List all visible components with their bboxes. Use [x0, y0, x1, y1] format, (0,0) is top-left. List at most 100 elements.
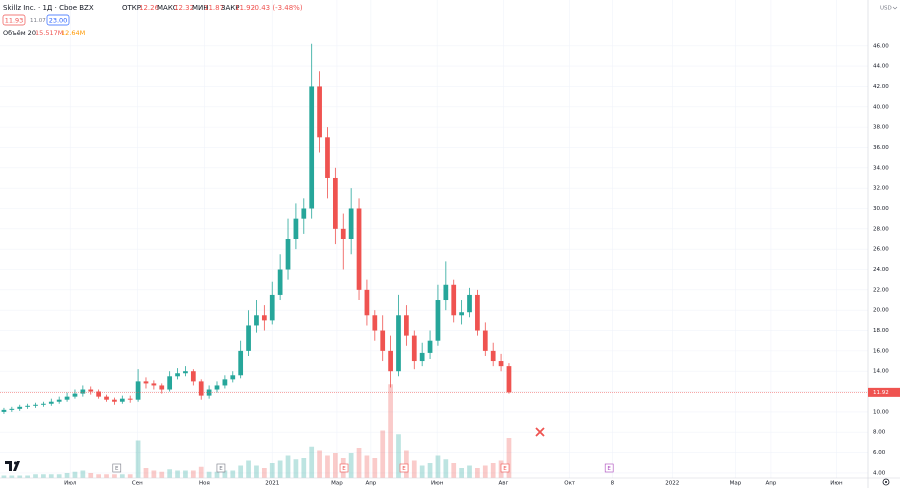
volume-bar: [277, 460, 283, 478]
bid-box[interactable]: [2, 14, 26, 26]
volume-bar: [17, 475, 23, 478]
y-tick-label: 6.00: [873, 450, 886, 456]
volume-bar: [135, 440, 141, 478]
candle-body: [435, 300, 441, 341]
volume-bar: [41, 474, 46, 478]
volume-bar: [151, 470, 157, 478]
event-marker[interactable]: [604, 463, 614, 473]
x-tick-label: 2021: [265, 481, 279, 487]
volume-bar: [159, 471, 165, 478]
x-tick-label: Июн: [431, 481, 444, 487]
volume-bar: [506, 438, 512, 478]
event-marker[interactable]: [339, 463, 349, 473]
candle-body: [427, 340, 433, 353]
candle-body: [356, 208, 362, 290]
y-tick-label: 10.00: [873, 409, 889, 415]
volume-bar: [214, 471, 220, 478]
candle-body: [112, 399, 117, 402]
ohlc-change: -0.43 (-3.48%): [252, 4, 303, 12]
event-marker[interactable]: [500, 463, 510, 473]
close-marker[interactable]: [535, 427, 545, 437]
spread: 11.07: [30, 18, 46, 24]
grid: [0, 0, 868, 478]
volume-bar: [301, 458, 307, 478]
candle-body: [214, 385, 220, 390]
candle-body: [261, 315, 267, 321]
y-tick-label: 36.00: [873, 145, 889, 151]
candle-body: [443, 284, 449, 301]
candle-body: [80, 389, 86, 394]
candles: [0, 43, 868, 414]
candle-body: [340, 228, 346, 239]
ohlc-label: МИН: [192, 4, 209, 12]
x-tick-label: Июн: [830, 481, 843, 487]
candle-body: [190, 371, 196, 382]
volume-bar: [33, 474, 38, 478]
y-tick-label: 16.00: [873, 348, 889, 354]
volume-bar: [206, 471, 212, 478]
candle-body: [143, 381, 149, 384]
candle-body: [175, 373, 180, 377]
ask: 23.00: [49, 17, 68, 25]
event-label: E: [607, 466, 611, 472]
ask-box[interactable]: [46, 14, 70, 26]
volume-bar: [175, 470, 180, 478]
volume-bar: [317, 450, 322, 478]
last-price-box: [868, 387, 900, 397]
volume-bar: [261, 468, 267, 478]
candle-body: [230, 375, 236, 380]
volume-bar: [285, 455, 291, 478]
y-tick-label: 42.00: [873, 84, 889, 90]
volume-bar: [269, 463, 275, 478]
candle-body: [475, 294, 480, 331]
candle-body: [277, 269, 283, 295]
x-tick-label: Сен: [132, 481, 143, 487]
event-marker[interactable]: [216, 463, 226, 473]
candle-body: [246, 325, 251, 351]
y-tick-label: 8.00: [873, 430, 886, 436]
y-tick-label: 30.00: [873, 206, 889, 212]
y-tick-label: 38.00: [873, 125, 889, 131]
ohlc-value: 11.87: [204, 4, 224, 12]
candle-body: [419, 352, 425, 362]
event-marker[interactable]: [112, 463, 122, 473]
header: Skillz Inc. · 1Д · Cboe BZX ОТКР 12.26 М…: [2, 4, 303, 37]
settings[interactable]: [882, 478, 890, 486]
event-label: E: [342, 466, 346, 472]
event-marker[interactable]: [399, 463, 409, 473]
currency-dropdown[interactable]: [892, 6, 898, 10]
ohlc-label: МАКС: [157, 4, 178, 12]
x-tick-label: Мар: [730, 481, 742, 487]
volume-bar: [254, 465, 259, 478]
event-label: E: [115, 466, 119, 472]
y-tick-label: 22.00: [873, 287, 889, 293]
candle-body: [380, 330, 386, 351]
x-tick-label: Окт: [564, 481, 576, 487]
candle-body: [404, 315, 409, 336]
volume-bar: [443, 459, 449, 478]
volume-bar: [364, 455, 370, 478]
candle-body: [317, 86, 322, 138]
symbol: Skillz Inc. · 1Д · Cboe BZX: [3, 4, 94, 12]
event-label: E: [503, 466, 507, 472]
currency[interactable]: USD: [880, 6, 892, 12]
candle-body: [104, 396, 109, 400]
volume-bar: [96, 474, 102, 478]
x-tick-label: Мар: [331, 481, 343, 487]
y-tick-label: 44.00: [873, 64, 889, 70]
volume-bar: [112, 474, 117, 478]
volume-bar: [143, 468, 149, 478]
volume-bar: [167, 469, 173, 478]
candle-body: [325, 137, 330, 178]
volume-bar: [356, 448, 362, 478]
volume-bar: [1, 475, 7, 478]
volume-bar: [427, 463, 433, 478]
volume-bar: [183, 470, 188, 478]
volume-bar: [309, 446, 315, 478]
bid: 11.93: [5, 17, 24, 25]
y-tick-label: 46.00: [873, 43, 889, 49]
candle-body: [183, 371, 188, 374]
candle-body: [48, 401, 54, 404]
candle-body: [301, 208, 307, 219]
